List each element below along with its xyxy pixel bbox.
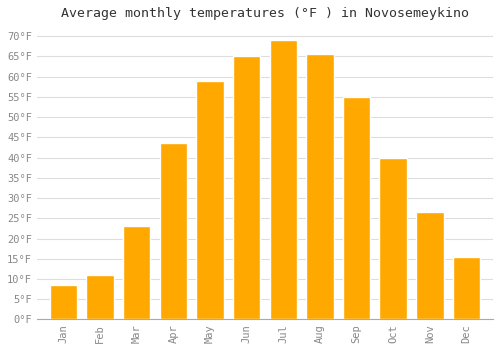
Bar	[270, 40, 297, 320]
Bar	[196, 80, 224, 320]
Bar	[343, 97, 370, 320]
Title: Average monthly temperatures (°F ) in Novosemeykino: Average monthly temperatures (°F ) in No…	[61, 7, 469, 20]
Bar	[86, 275, 114, 320]
Bar	[380, 158, 407, 320]
Bar	[50, 285, 77, 320]
Bar	[452, 257, 480, 320]
Bar	[306, 54, 334, 320]
Bar	[416, 212, 444, 320]
Bar	[123, 226, 150, 320]
Bar	[160, 144, 187, 320]
Bar	[233, 56, 260, 320]
